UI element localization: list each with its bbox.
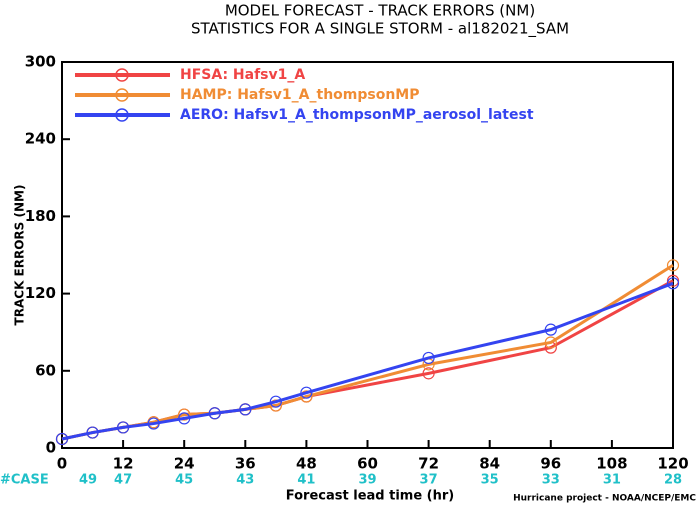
case-count: 33: [542, 473, 560, 488]
y-tick-label: 0: [46, 439, 56, 457]
x-tick-label: 72: [418, 455, 439, 473]
legend-marker: [115, 88, 129, 102]
case-count: 45: [175, 473, 193, 488]
chart-title: MODEL FORECAST - TRACK ERRORS (NM): [225, 2, 535, 20]
data-point: [544, 323, 557, 336]
data-point: [178, 412, 191, 425]
data-point: [300, 386, 313, 399]
data-point: [86, 426, 99, 439]
case-count: 31: [603, 473, 621, 488]
legend-label: HAMP: Hafsv1_A_thompsonMP: [180, 87, 420, 103]
x-tick-label: 84: [479, 455, 500, 473]
case-count: 47: [114, 473, 132, 488]
data-point: [544, 336, 557, 349]
x-tick-label: 0: [57, 455, 67, 473]
y-tick-label: 240: [25, 130, 56, 148]
data-point: [666, 259, 680, 272]
x-tick-label: 36: [235, 455, 256, 473]
case-count: 35: [481, 473, 499, 488]
data-point: [422, 367, 435, 380]
legend-marker: [115, 68, 129, 82]
x-tick-label: 60: [357, 455, 378, 473]
footer: Hurricane project - NOAA/NCEP/EMC: [513, 494, 696, 504]
series-line: [61, 264, 674, 441]
series-line: [61, 281, 674, 441]
legend-label: HFSA: Hafsv1_A: [180, 67, 305, 83]
data-point: [422, 351, 435, 365]
legend-label: AERO: Hafsv1_A_thompsonMP_aerosol_latest: [180, 107, 534, 123]
y-tick-label: 60: [35, 361, 56, 379]
data-point: [239, 403, 252, 416]
series-line: [61, 279, 674, 441]
case-count: 41: [297, 473, 315, 488]
x-tick-label: 96: [540, 455, 561, 473]
data-point: [666, 277, 680, 290]
case-label: #CASE: [0, 473, 49, 488]
data-point: [269, 399, 282, 412]
case-count: 43: [236, 473, 254, 488]
data-point: [116, 421, 130, 434]
x-tick-label: 120: [657, 455, 688, 473]
y-tick-label: 300: [25, 53, 56, 71]
data-point: [208, 407, 221, 420]
data-point: [55, 432, 69, 446]
case-count: 39: [358, 473, 376, 488]
x-tick-label: 48: [296, 455, 317, 473]
data-point: [178, 408, 191, 421]
case-count: 37: [420, 473, 438, 488]
x-tick-label: 12: [113, 455, 134, 473]
x-tick-label: 24: [174, 455, 195, 473]
y-axis-label: TRACK ERRORS (NM): [13, 185, 27, 326]
case-count: 49: [79, 473, 97, 488]
legend-marker: [115, 108, 129, 122]
y-tick-label: 120: [25, 284, 56, 302]
chart-subtitle: STATISTICS FOR A SINGLE STORM - al182021…: [191, 20, 569, 39]
data-point: [269, 395, 282, 408]
case-count: 28: [664, 473, 682, 488]
data-point: [300, 390, 313, 403]
x-tick-label: 108: [596, 455, 627, 473]
y-tick-label: 180: [25, 207, 56, 225]
x-axis-label: Forecast lead time (hr): [286, 489, 454, 504]
data-point: [147, 417, 160, 430]
